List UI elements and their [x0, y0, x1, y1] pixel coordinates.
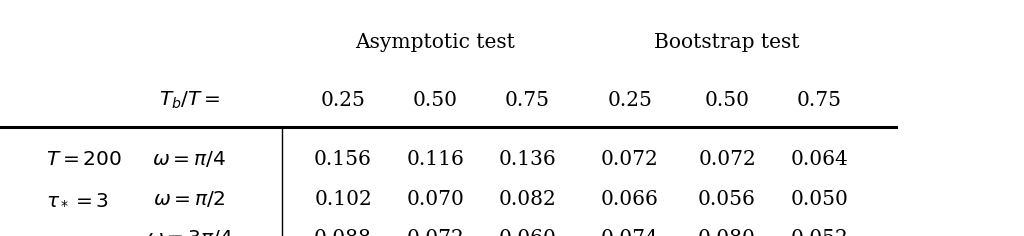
Text: 0.75: 0.75 [505, 91, 550, 110]
Text: 0.082: 0.082 [499, 190, 556, 209]
Text: $\tau_* = 3$: $\tau_* = 3$ [46, 190, 110, 209]
Text: 0.050: 0.050 [791, 190, 848, 209]
Text: 0.102: 0.102 [314, 190, 372, 209]
Text: Asymptotic test: Asymptotic test [355, 33, 515, 52]
Text: $T_b/T =$: $T_b/T =$ [159, 90, 220, 111]
Text: 0.50: 0.50 [413, 91, 458, 110]
Text: 0.052: 0.052 [791, 229, 848, 236]
Text: 0.25: 0.25 [607, 91, 652, 110]
Text: $\omega = 3\pi/4$: $\omega = 3\pi/4$ [146, 228, 232, 236]
Text: 0.070: 0.070 [407, 190, 464, 209]
Text: 0.25: 0.25 [321, 91, 366, 110]
Text: 0.066: 0.066 [601, 190, 658, 209]
Text: 0.060: 0.060 [499, 229, 556, 236]
Text: 0.072: 0.072 [698, 150, 756, 169]
Text: Bootstrap test: Bootstrap test [654, 33, 800, 52]
Text: $\omega = \pi/4$: $\omega = \pi/4$ [153, 149, 226, 169]
Text: 0.074: 0.074 [601, 229, 658, 236]
Text: 0.080: 0.080 [698, 229, 756, 236]
Text: 0.116: 0.116 [407, 150, 464, 169]
Text: 0.75: 0.75 [797, 91, 842, 110]
Text: 0.072: 0.072 [407, 229, 464, 236]
Text: 0.50: 0.50 [705, 91, 750, 110]
Text: 0.072: 0.072 [601, 150, 658, 169]
Text: 0.064: 0.064 [791, 150, 848, 169]
Text: 0.156: 0.156 [314, 150, 372, 169]
Text: 0.136: 0.136 [499, 150, 556, 169]
Text: $\omega = \pi/2$: $\omega = \pi/2$ [154, 190, 225, 209]
Text: 0.088: 0.088 [314, 229, 372, 236]
Text: $T = 200$: $T = 200$ [46, 150, 122, 169]
Text: 0.056: 0.056 [698, 190, 756, 209]
